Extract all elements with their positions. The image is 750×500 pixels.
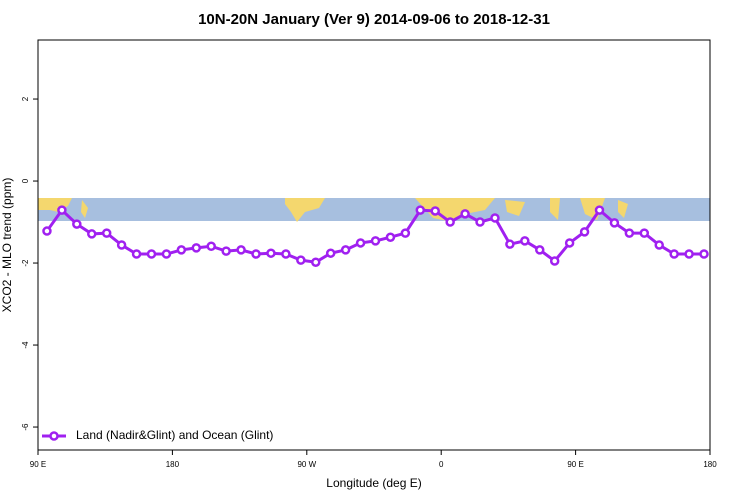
point: [535, 245, 545, 255]
map-land: [415, 198, 495, 222]
chart-title: 10N-20N January (Ver 9) 2014-09-06 to 20…: [198, 11, 550, 28]
point: [684, 249, 694, 259]
y-tick-label: 2: [21, 96, 30, 101]
y-axis-label: XCO2 - MLO trend (ppm): [0, 178, 14, 313]
point: [654, 240, 664, 250]
point: [340, 245, 351, 255]
point: [564, 238, 575, 248]
y-tick-label: 0: [21, 178, 30, 183]
point: [87, 229, 97, 239]
point: [311, 257, 321, 267]
x-tick-label: 0: [439, 460, 444, 469]
point: [191, 243, 202, 253]
point: [579, 227, 590, 237]
point: [624, 228, 635, 238]
legend-marker: [49, 431, 59, 441]
point: [296, 255, 306, 265]
point: [206, 241, 216, 251]
map-land: [550, 198, 560, 220]
point: [251, 249, 261, 259]
y-tick-label: -6: [21, 423, 30, 431]
map-ocean: [38, 198, 710, 221]
point: [460, 209, 470, 219]
point: [161, 249, 172, 259]
y-tick-label: -4: [21, 341, 30, 349]
x-tick-label: 90 E: [567, 460, 583, 469]
y-tick-label: -2: [21, 259, 30, 267]
point: [699, 249, 709, 259]
point: [400, 228, 411, 238]
map-land: [285, 198, 325, 222]
point: [639, 228, 650, 238]
point: [669, 249, 679, 259]
point: [236, 245, 246, 255]
point: [475, 217, 485, 227]
point: [520, 236, 530, 246]
point: [385, 232, 396, 242]
point: [266, 248, 276, 258]
point: [355, 238, 366, 248]
map-land: [618, 200, 628, 218]
point: [221, 246, 231, 256]
point: [445, 217, 455, 227]
point: [176, 245, 187, 255]
point: [370, 236, 381, 246]
point: [430, 206, 440, 216]
plot-frame: [37, 39, 711, 451]
x-tick-label: 90 E: [30, 460, 46, 469]
point: [42, 226, 52, 236]
point: [549, 256, 560, 266]
legend-label: Land (Nadir&Glint) and Ocean (Glint): [76, 428, 273, 442]
point: [101, 228, 112, 238]
x-tick-label: 180: [166, 460, 180, 469]
map-land: [81, 200, 88, 218]
x-axis-label: Longitude (deg E): [326, 476, 421, 490]
point: [146, 249, 157, 259]
point: [490, 213, 500, 223]
point: [505, 239, 515, 249]
point: [281, 249, 291, 259]
map-band: [38, 198, 710, 222]
point: [594, 205, 605, 215]
x-tick-label: 180: [703, 460, 717, 469]
point: [72, 219, 82, 229]
point: [609, 218, 620, 228]
point: [116, 240, 127, 250]
point: [325, 248, 336, 258]
point: [131, 249, 142, 259]
map-land: [505, 200, 525, 216]
x-tick-label: 90 W: [297, 460, 316, 469]
point: [57, 205, 67, 215]
point: [415, 205, 426, 215]
